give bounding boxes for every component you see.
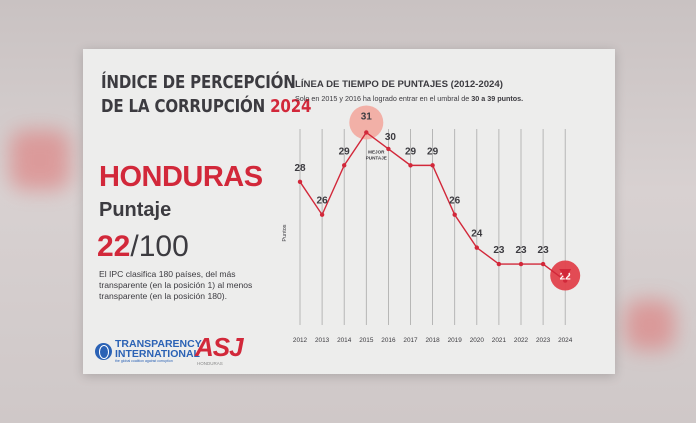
data-label-2019: 26	[449, 196, 461, 207]
country-name: HONDURAS	[99, 161, 263, 193]
x-tick-2018: 2018	[425, 337, 440, 344]
data-label-2015: 31	[361, 111, 373, 122]
data-point-2017	[408, 163, 413, 168]
data-point-2024	[563, 278, 568, 283]
data-point-2014	[342, 163, 347, 168]
transparency-international-logo: TRANSPARENCY INTERNATIONAL the global co…	[95, 339, 202, 364]
background-blur-right	[625, 300, 675, 350]
asj-logo-sub: HONDURAS	[197, 361, 223, 366]
x-tick-2021: 2021	[492, 337, 507, 344]
data-label-2020: 24	[471, 229, 483, 240]
title-line-1: ÍNDICE DE PERCEPCIÓN	[101, 73, 296, 93]
x-tick-2016: 2016	[381, 337, 396, 344]
data-point-2019	[452, 212, 457, 217]
score-line-chart: Puntos28262931302929262423232322MEJORPUN…	[282, 105, 581, 344]
data-label-2013: 26	[317, 196, 329, 207]
chart-title: LÍNEA DE TIEMPO DE PUNTAJES (2012-2024)	[295, 79, 503, 90]
data-point-2023	[540, 261, 546, 267]
highlight-best-circle	[349, 105, 384, 140]
x-tick-2017: 2017	[403, 337, 418, 344]
ti-line-2: INTERNATIONAL	[115, 348, 200, 360]
title-line-2: DE LA CORRUPCIÓN 2024	[101, 95, 311, 119]
title-line-2-prefix: DE LA CORRUPCIÓN	[101, 97, 266, 117]
chart-subtitle-bold: 30 a 39 puntos.	[471, 94, 524, 103]
data-point-2022	[518, 261, 524, 267]
x-tick-2013: 2013	[315, 337, 330, 344]
page-title: ÍNDICE DE PERCEPCIÓN DE LA CORRUPCIÓN 20…	[101, 71, 311, 119]
data-label-2023: 23	[538, 245, 550, 256]
x-tick-2014: 2014	[337, 337, 352, 344]
x-tick-2023: 2023	[536, 337, 551, 344]
globe-icon	[95, 343, 112, 360]
ti-line-1: TRANSPARENCY	[115, 338, 202, 350]
data-label-2014: 29	[339, 146, 351, 157]
score-display: 22/100	[97, 230, 189, 264]
data-label-2021: 23	[493, 245, 505, 256]
data-label-2012: 28	[294, 163, 306, 174]
score-max: /100	[130, 230, 189, 263]
y-axis-label: Puntos	[282, 224, 288, 241]
description-text: El IPC clasifica 180 países, del más tra…	[99, 269, 253, 301]
data-point-2012	[297, 179, 303, 185]
x-tick-2020: 2020	[470, 337, 485, 344]
annotation-best-line-1: MEJOR	[368, 149, 385, 154]
data-point-2020	[474, 245, 479, 250]
annotation-best-line-2: PUNTAJE	[366, 155, 387, 160]
ti-tagline: the global coalition against corruption	[115, 359, 173, 363]
chart-subtitle: Solo en 2015 y 2016 ha logrado entrar en…	[295, 94, 523, 103]
data-point-2016	[386, 146, 391, 152]
score-label: Puntaje	[99, 199, 172, 221]
data-point-2021	[496, 261, 502, 267]
ti-wordmark: TRANSPARENCY INTERNATIONAL the global co…	[115, 339, 202, 364]
score-value: 22	[97, 230, 131, 263]
asj-logo: ASJ	[195, 332, 244, 362]
x-tick-2022: 2022	[514, 337, 529, 344]
latest-down-arrow-icon	[559, 269, 572, 279]
data-label-2017: 29	[405, 146, 417, 157]
x-tick-2015: 2015	[359, 337, 374, 344]
data-point-2013	[319, 212, 325, 217]
data-label-2018: 29	[427, 146, 439, 157]
data-point-2015	[364, 130, 369, 135]
data-label-2016: 30	[385, 132, 397, 143]
x-tick-2019: 2019	[448, 337, 463, 344]
data-point-2018	[430, 163, 435, 168]
data-label-2022: 23	[515, 245, 527, 256]
x-tick-2012: 2012	[293, 337, 308, 344]
background-blur-left	[10, 130, 70, 190]
x-tick-2024: 2024	[558, 337, 573, 344]
title-year: 2024	[270, 97, 312, 117]
infographic-card: ÍNDICE DE PERCEPCIÓN DE LA CORRUPCIÓN 20…	[83, 49, 615, 374]
chart-subtitle-text: Solo en 2015 y 2016 ha logrado entrar en…	[295, 94, 472, 103]
